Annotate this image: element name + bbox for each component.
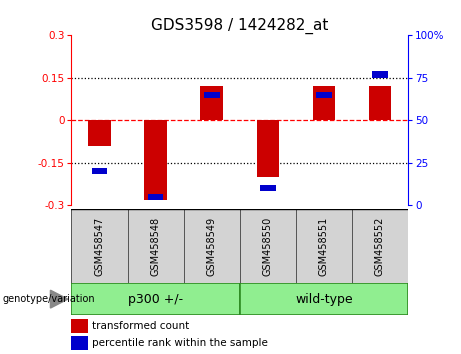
Title: GDS3598 / 1424282_at: GDS3598 / 1424282_at: [151, 18, 328, 34]
Bar: [92, 168, 107, 175]
Bar: [256, 120, 279, 177]
Text: GSM458550: GSM458550: [263, 216, 273, 276]
Bar: [88, 120, 111, 146]
Bar: [148, 194, 164, 200]
Text: transformed count: transformed count: [92, 321, 189, 331]
Text: wild-type: wild-type: [295, 293, 353, 306]
Bar: [240, 209, 296, 283]
Polygon shape: [50, 290, 68, 308]
Bar: [352, 209, 408, 283]
Bar: [201, 86, 223, 120]
Bar: [71, 283, 240, 315]
Bar: [296, 209, 352, 283]
Bar: [316, 92, 332, 98]
Bar: [260, 185, 276, 192]
Text: GSM458549: GSM458549: [207, 216, 217, 276]
Text: GSM458552: GSM458552: [375, 216, 385, 276]
Text: genotype/variation: genotype/variation: [2, 294, 95, 304]
Bar: [71, 209, 128, 283]
Bar: [128, 209, 183, 283]
Bar: [144, 120, 167, 200]
Text: p300 +/-: p300 +/-: [128, 293, 183, 306]
Bar: [71, 336, 88, 350]
Text: GSM458551: GSM458551: [319, 216, 329, 276]
Text: GSM458547: GSM458547: [95, 216, 105, 276]
Bar: [240, 283, 408, 315]
Bar: [313, 86, 335, 120]
Bar: [204, 92, 219, 98]
Text: percentile rank within the sample: percentile rank within the sample: [92, 338, 267, 348]
Text: GSM458548: GSM458548: [151, 216, 160, 276]
Bar: [372, 72, 388, 78]
Bar: [369, 86, 391, 120]
Bar: [71, 319, 88, 333]
Bar: [183, 209, 240, 283]
